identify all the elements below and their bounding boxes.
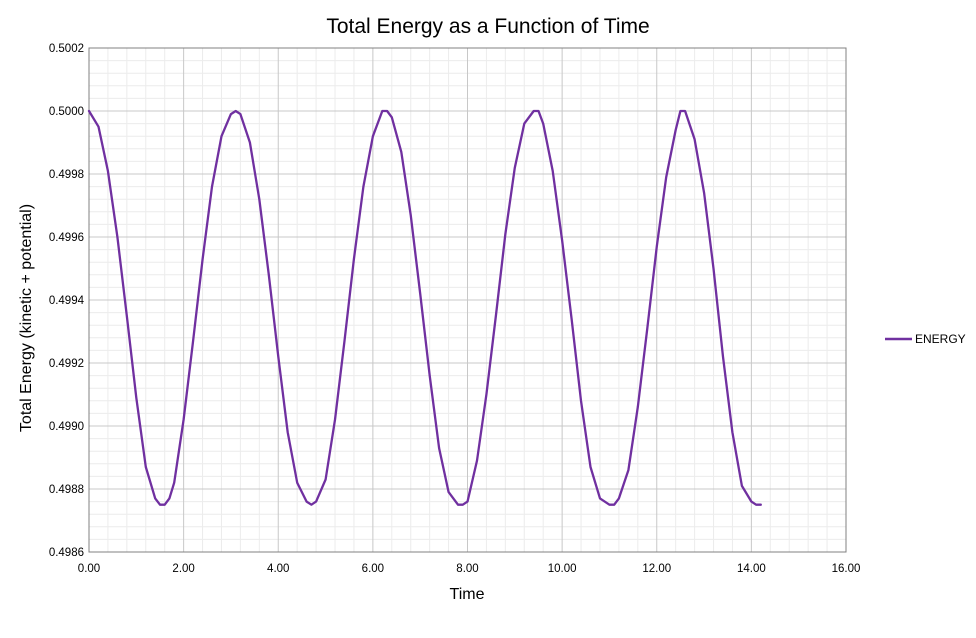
x-tick-label: 2.00 — [172, 563, 194, 575]
y-axis-title: Total Energy (kinetic + potential) — [18, 204, 35, 432]
y-tick-label: 0.4992 — [49, 358, 84, 370]
major-gridlines — [89, 48, 846, 552]
y-tick-label: 0.4996 — [49, 232, 84, 244]
y-tick-label: 0.4998 — [49, 169, 84, 181]
x-tick-label: 0.00 — [78, 563, 100, 575]
y-axis-tick-labels: 0.4986 0.4988 0.4990 0.4992 0.4994 0.4996 0.49… — [49, 43, 85, 559]
chart-title: Total Energy as a Function of Time — [326, 15, 649, 38]
x-tick-label: 10.00 — [548, 563, 577, 575]
x-axis-title: Time — [450, 586, 485, 603]
x-tick-label: 16.00 — [832, 563, 861, 575]
legend-label-energy: ENERGY — [915, 332, 966, 346]
x-axis-tick-labels: 0.00 2.00 4.00 6.00 8.00 10.00 12.00 14.00 16.00 — [78, 563, 861, 575]
y-tick-label: 0.4988 — [49, 484, 84, 496]
series-layer — [87, 109, 762, 506]
y-tick-label: 0.5002 — [49, 43, 84, 55]
y-tick-label: 0.4994 — [49, 295, 85, 307]
y-tick-label: 0.5000 — [49, 106, 84, 118]
legend: ENERGY — [885, 332, 966, 346]
x-tick-label: 6.00 — [362, 563, 384, 575]
y-tick-label: 0.4986 — [49, 547, 84, 559]
x-tick-label: 4.00 — [267, 563, 289, 575]
x-tick-label: 8.00 — [456, 563, 478, 575]
plot-area-frame — [88, 47, 847, 553]
series-line-energy — [87, 109, 762, 506]
y-tick-label: 0.4990 — [49, 421, 84, 433]
x-tick-label: 12.00 — [642, 563, 671, 575]
x-tick-label: 14.00 — [737, 563, 766, 575]
